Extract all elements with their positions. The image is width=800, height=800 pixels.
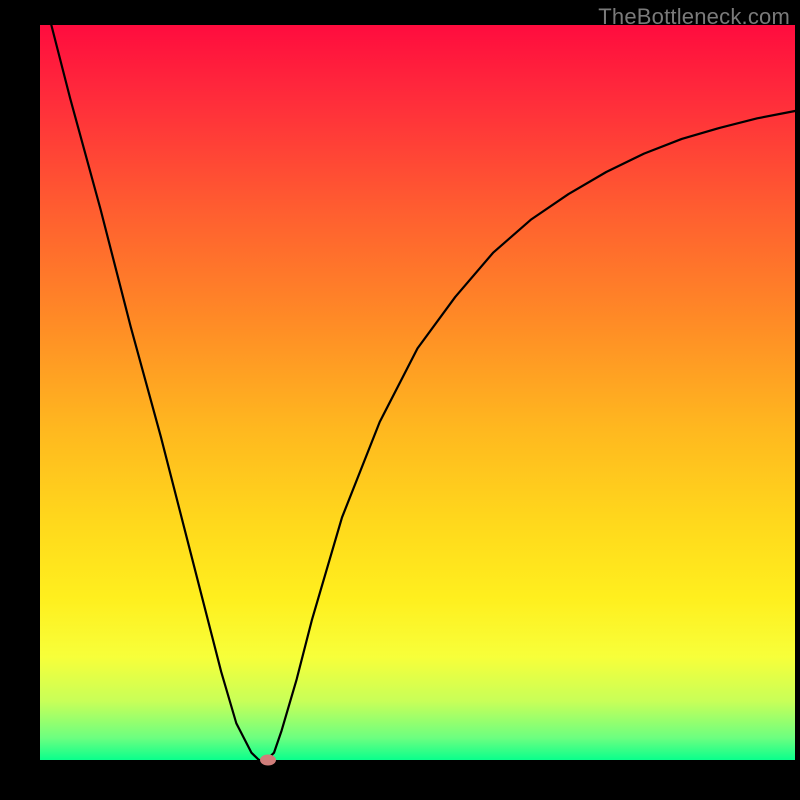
watermark-text: TheBottleneck.com — [598, 4, 790, 30]
bottleneck-chart — [0, 0, 800, 800]
chart-container: TheBottleneck.com — [0, 0, 800, 800]
minimum-marker — [260, 755, 276, 766]
plot-background — [40, 25, 795, 760]
